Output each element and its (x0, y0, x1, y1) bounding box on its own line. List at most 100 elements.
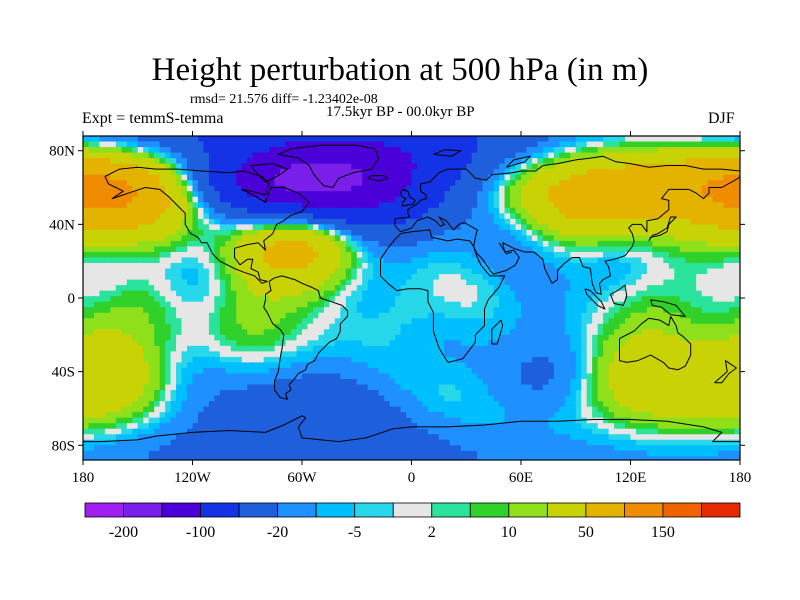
contour-cell (165, 218, 172, 225)
contour-cell (356, 401, 363, 408)
contour-cell (444, 169, 451, 176)
contour-cell (247, 290, 254, 297)
contour-cell (438, 456, 445, 460)
contour-cell (422, 351, 429, 358)
contour-cell (345, 340, 352, 347)
contour-cell (269, 169, 276, 176)
contour-cell (466, 240, 473, 248)
contour-cell (444, 246, 451, 253)
contour-cell (422, 174, 429, 181)
contour-cell (323, 136, 330, 143)
contour-cell (384, 191, 391, 198)
contour-cell (197, 174, 205, 181)
contour-cell (482, 235, 489, 242)
contour-cell (499, 274, 506, 281)
contour-cell (236, 406, 243, 413)
contour-cell (192, 141, 199, 148)
contour-cell (455, 263, 462, 270)
contour-cell (291, 307, 298, 314)
contour-cell (444, 434, 451, 441)
contour-cell (225, 285, 232, 292)
contour-cell (241, 207, 248, 214)
contour-cell (280, 434, 287, 441)
contour-cell (340, 279, 347, 286)
contour-cell (236, 229, 243, 237)
contour-cell (351, 268, 358, 275)
contour-cell (542, 141, 549, 148)
contour-cell (449, 323, 456, 330)
contour-cell (378, 412, 385, 419)
contour-cell (510, 218, 517, 225)
contour-cell (438, 450, 445, 457)
contour-cell (504, 434, 511, 441)
contour-cell (280, 439, 287, 446)
contour-cell (515, 318, 522, 325)
contour-cell (422, 301, 429, 308)
contour-cell (203, 401, 210, 408)
contour-cell (181, 191, 188, 198)
contour-cell (176, 345, 183, 352)
contour-cell (340, 191, 347, 198)
contour-cell (225, 218, 232, 225)
contour-cell (395, 434, 402, 441)
contour-cell (373, 450, 380, 457)
contour-cell (471, 229, 478, 237)
contour-cell (263, 379, 270, 386)
contour-cell (345, 268, 352, 275)
contour-cell (236, 202, 243, 209)
contour-cell (510, 312, 517, 319)
contour-cell (99, 434, 106, 441)
contour-cell (477, 301, 484, 308)
contour-cell (351, 207, 358, 214)
contour-cell (312, 340, 320, 347)
contour-cell (504, 191, 511, 198)
contour-cell (515, 362, 522, 369)
contour-cell (471, 180, 478, 187)
contour-cell (356, 268, 363, 275)
contour-cell (531, 450, 539, 457)
contour-cell (323, 367, 330, 375)
contour-cell (258, 136, 265, 143)
contour-cell (274, 434, 281, 441)
contour-cell (121, 356, 128, 364)
contour-cell (504, 202, 511, 209)
contour-cell (208, 312, 215, 319)
contour-cell (285, 169, 292, 176)
contour-cell (537, 268, 544, 275)
contour-cell (263, 257, 270, 264)
contour-cell (263, 169, 270, 176)
contour-cell (121, 163, 128, 170)
contour-cell (132, 412, 139, 419)
contour-cell (187, 235, 194, 242)
contour-cell (137, 202, 144, 209)
contour-cell (312, 218, 320, 225)
contour-cell (88, 268, 95, 275)
contour-cell (318, 207, 325, 214)
contour-cell (542, 163, 549, 170)
contour-cell (307, 202, 314, 209)
contour-cell (159, 218, 166, 225)
contour-cell (422, 147, 429, 154)
contour-cell (230, 428, 237, 435)
contour-cell (389, 323, 396, 330)
contour-cell (203, 323, 210, 330)
contour-cell (296, 224, 303, 231)
contour-cell (515, 428, 522, 435)
contour-cell (219, 229, 226, 237)
contour-cell (471, 434, 478, 441)
contour-cell (384, 147, 391, 154)
contour-cell (318, 417, 325, 424)
contour-cell (280, 224, 287, 231)
contour-cell (197, 423, 205, 430)
contour-cell (236, 141, 243, 148)
contour-cell (214, 406, 221, 413)
contour-cell (83, 428, 90, 435)
contour-cell (225, 434, 232, 441)
contour-cell (384, 379, 391, 386)
contour-cell (367, 456, 374, 460)
contour-cell (400, 340, 407, 347)
contour-cell (318, 141, 325, 148)
contour-cell (302, 318, 309, 325)
contour-cell (455, 334, 462, 341)
contour-cell (187, 406, 194, 413)
